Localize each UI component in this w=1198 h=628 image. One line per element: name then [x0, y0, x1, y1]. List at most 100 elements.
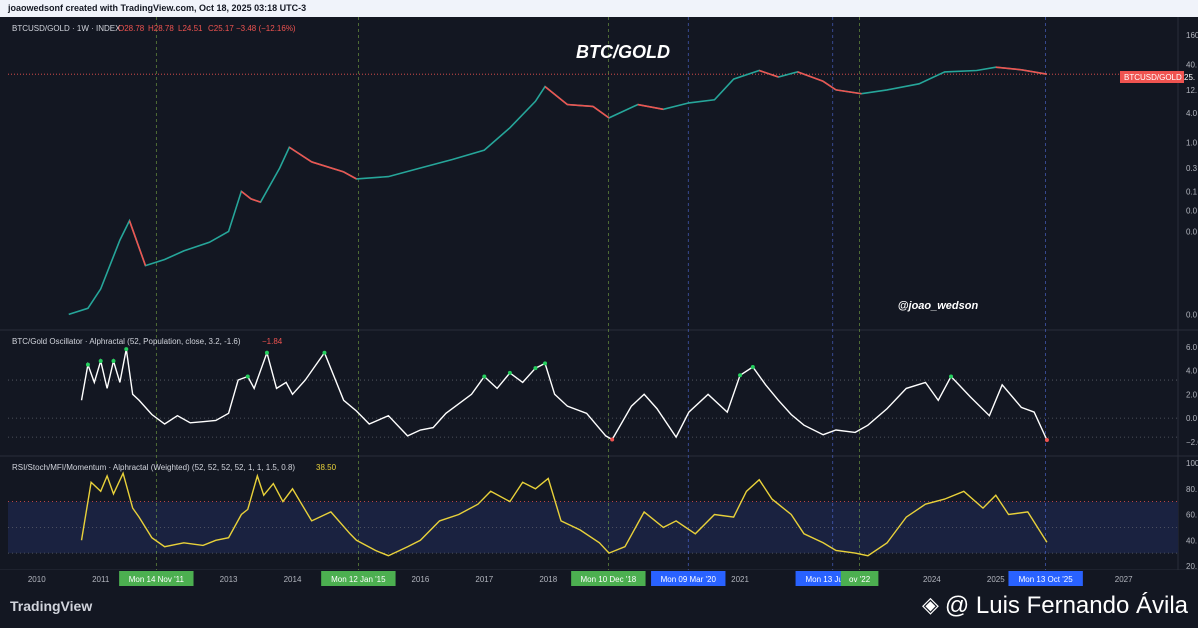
osc-y-tick: 4.0 [1186, 367, 1198, 376]
rsi-last-value: 38.50 [316, 463, 337, 472]
price-down-segment [240, 190, 252, 200]
date-marker-label: Mon 13 Oct '25 [1019, 575, 1074, 584]
price-down-segment [835, 89, 862, 95]
date-marker-badge [321, 571, 396, 586]
osc-low-point [610, 437, 615, 442]
date-marker-label: Mon 14 Nov '11 [129, 575, 185, 584]
rsi-y-tick: 100 [1186, 459, 1198, 468]
x-tick-label: 2010 [28, 575, 46, 584]
price-down-segment [250, 198, 261, 203]
price-down-segment [544, 85, 568, 106]
main-y-tick: 0.1 [1186, 187, 1198, 196]
x-tick-label: 2021 [731, 575, 749, 584]
ohlc-low: L24.51 [178, 24, 203, 33]
main-y-tick: 0.0 [1186, 228, 1198, 237]
top-bar: joaowedsonf created with TradingView.com… [0, 0, 1198, 17]
x-tick-label: 2027 [1115, 575, 1133, 584]
x-tick-label: 2018 [539, 575, 557, 584]
date-marker-badge [840, 571, 879, 586]
diamond-icon: ◈ [922, 592, 939, 617]
x-tick-label: 2014 [284, 575, 302, 584]
main-y-tick: 40. [1186, 60, 1197, 69]
main-y-tick: 1.0 [1186, 139, 1198, 148]
osc-high-point [98, 359, 103, 364]
x-tick-label: 2017 [475, 575, 493, 584]
x-tick-label: 2025 [987, 575, 1005, 584]
chart-title: BTC/GOLD [576, 42, 670, 62]
rsi-y-tick: 40. [1186, 536, 1197, 545]
oscillator-line [80, 348, 1048, 441]
main-y-tick: 160 [1186, 31, 1198, 40]
created-by-text: joaowedsonf created with TradingView.com… [8, 3, 307, 13]
osc-high-point [533, 366, 538, 371]
rsi-line [80, 471, 1048, 557]
osc-high-point [124, 347, 129, 352]
rsi-legend: RSI/Stoch/MFI/Momentum · Alphractal (Wei… [12, 463, 295, 472]
rsi-y-tick: 60. [1186, 511, 1197, 520]
osc-high-point [322, 350, 327, 355]
osc-high-point [245, 374, 250, 379]
osc-high-point [738, 373, 743, 378]
osc-high-point [264, 350, 269, 355]
chart-background [0, 17, 1198, 588]
grid-lines [8, 17, 1178, 570]
watermark: @joao_wedson [898, 300, 979, 312]
price-down-segment [343, 171, 357, 180]
chart-series [68, 66, 1049, 557]
osc-high-point [507, 370, 512, 375]
date-marker-label: Mon 09 Mar '20 [661, 575, 717, 584]
osc-low-point [1044, 437, 1049, 442]
osc-y-tick: 6.0 [1186, 343, 1198, 352]
date-marker-badge [571, 571, 646, 586]
main-y-tick: 12. [1186, 86, 1197, 95]
price-down-segment [567, 103, 594, 108]
ohlc-change: −3.48 (−12.16%) [236, 24, 296, 33]
price-down-segment [758, 69, 779, 78]
date-marker-badge [1008, 571, 1083, 586]
osc-high-point [750, 364, 755, 369]
date-marker-label: Mon 12 Jan '15 [331, 575, 386, 584]
price-down-segment [995, 66, 1022, 71]
price-down-segment [288, 146, 313, 163]
x-axis: 2010201120132014201620172018202122024202… [0, 570, 1198, 588]
osc-high-point [85, 362, 90, 367]
x-tick-label: 2016 [411, 575, 429, 584]
date-marker-label: ov '22 [849, 575, 871, 584]
ohlc-close: C25.17 [208, 24, 234, 33]
main-y-tick: 0.0 [1186, 207, 1198, 216]
osc-legend: BTC/Gold Oscillator · Alphractal (52, Po… [12, 337, 241, 346]
main-y-tick: 0.3 [1186, 164, 1198, 173]
price-down-segment [1021, 68, 1048, 75]
price-down-segment [311, 161, 344, 173]
price-down-segment [797, 71, 824, 83]
y-axes: 160 40. 12. 4.0 1.0 0.3 0.1 0.0 0.0 0.0 6.0 4.0 2.0 0… [1186, 31, 1198, 571]
footer: TradingView ◈ @ Luis Fernando Ávila [0, 588, 1198, 628]
author-credit: @ Luis Fernando Ávila [944, 592, 1188, 619]
tradingview-logo[interactable]: TradingView [10, 598, 93, 614]
price-tag-bg [1120, 71, 1184, 83]
main-y-tick: 0.0 [1186, 310, 1198, 319]
price-down-segment [592, 105, 610, 119]
osc-high-point [482, 374, 487, 379]
osc-high-point [949, 374, 954, 379]
date-marker-badge [651, 571, 726, 586]
price-down-segment [637, 103, 664, 111]
osc-high-point [111, 359, 116, 364]
x-tick-label: 2013 [220, 575, 238, 584]
date-marker-badge [119, 571, 194, 586]
osc-y-tick: 0.0 [1186, 414, 1198, 423]
ohlc-high: H28.78 [148, 24, 174, 33]
ohlc-open: O28.78 [118, 24, 145, 33]
price-down-segment [128, 220, 147, 266]
chart-canvas[interactable]: BTCUSD/GOLD · 1W · INDEX O28.78 H28.78 L… [0, 17, 1198, 588]
rsi-y-tick: 80. [1186, 485, 1197, 494]
x-tick-label: 2024 [923, 575, 941, 584]
osc-last-value: −1.84 [262, 337, 283, 346]
main-legend: BTCUSD/GOLD · 1W · INDEX [12, 24, 121, 33]
osc-y-tick: 2.0 [1186, 390, 1198, 399]
osc-high-point [543, 361, 548, 366]
price-down-segment [822, 80, 837, 91]
osc-y-tick: −2.0 [1186, 438, 1198, 447]
date-marker-label: Mon 13 Jun '22 [806, 575, 861, 584]
main-y-tick: 4.0 [1186, 109, 1198, 118]
